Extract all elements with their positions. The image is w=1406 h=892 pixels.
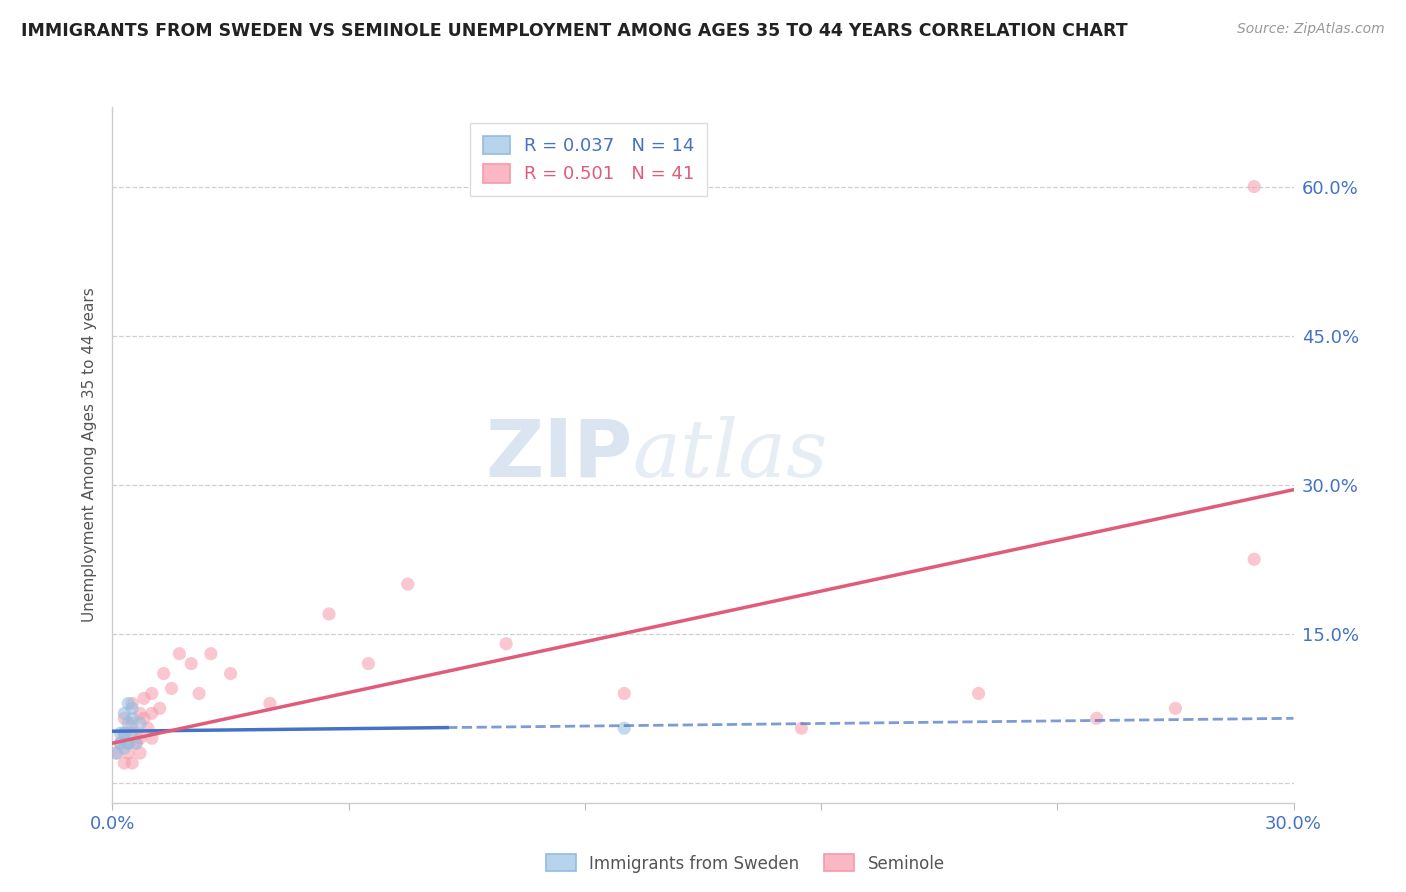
Point xyxy=(1243,179,1265,194)
Point xyxy=(219,666,242,681)
Point xyxy=(132,711,155,725)
Point xyxy=(105,746,128,760)
Point xyxy=(129,746,152,760)
Text: Source: ZipAtlas.com: Source: ZipAtlas.com xyxy=(1237,22,1385,37)
Point xyxy=(613,686,636,700)
Point xyxy=(117,746,139,760)
Text: atlas: atlas xyxy=(633,417,828,493)
Point xyxy=(121,716,143,731)
Point xyxy=(1243,552,1265,566)
Point xyxy=(117,736,139,750)
Point xyxy=(112,726,135,740)
Point xyxy=(117,736,139,750)
Point xyxy=(110,726,132,740)
Point xyxy=(180,657,202,671)
Point xyxy=(396,577,419,591)
Point xyxy=(160,681,183,696)
Point xyxy=(129,706,152,721)
Point xyxy=(112,711,135,725)
Point xyxy=(132,691,155,706)
Point xyxy=(112,741,135,756)
Point xyxy=(110,736,132,750)
Text: IMMIGRANTS FROM SWEDEN VS SEMINOLE UNEMPLOYMENT AMONG AGES 35 TO 44 YEARS CORREL: IMMIGRANTS FROM SWEDEN VS SEMINOLE UNEMP… xyxy=(21,22,1128,40)
Point xyxy=(141,706,163,721)
Text: ZIP: ZIP xyxy=(485,416,633,494)
Legend: Immigrants from Sweden, Seminole: Immigrants from Sweden, Seminole xyxy=(538,847,952,880)
Point xyxy=(495,637,517,651)
Point xyxy=(112,706,135,721)
Point xyxy=(121,697,143,711)
Point xyxy=(318,607,340,621)
Point xyxy=(125,736,148,750)
Point xyxy=(1085,711,1108,725)
Point xyxy=(105,746,128,760)
Point xyxy=(112,726,135,740)
Point xyxy=(121,726,143,740)
Point xyxy=(129,716,152,731)
Point xyxy=(152,666,174,681)
Point xyxy=(110,736,132,750)
Point xyxy=(121,756,143,770)
Point xyxy=(141,731,163,746)
Point xyxy=(112,756,135,770)
Point xyxy=(129,731,152,746)
Point xyxy=(1164,701,1187,715)
Point xyxy=(200,647,222,661)
Point xyxy=(121,701,143,715)
Point xyxy=(136,721,159,735)
Point xyxy=(188,686,211,700)
Point xyxy=(790,721,813,735)
Point xyxy=(121,711,143,725)
Y-axis label: Unemployment Among Ages 35 to 44 years: Unemployment Among Ages 35 to 44 years xyxy=(82,287,97,623)
Point xyxy=(169,647,191,661)
Point xyxy=(117,697,139,711)
Point xyxy=(357,657,380,671)
Point xyxy=(967,686,990,700)
Point xyxy=(125,726,148,740)
Point xyxy=(117,716,139,731)
Point xyxy=(259,697,281,711)
Point xyxy=(149,701,172,715)
Point xyxy=(141,686,163,700)
Legend: R = 0.037   N = 14, R = 0.501   N = 41: R = 0.037 N = 14, R = 0.501 N = 41 xyxy=(470,123,707,196)
Point xyxy=(125,736,148,750)
Point xyxy=(613,721,636,735)
